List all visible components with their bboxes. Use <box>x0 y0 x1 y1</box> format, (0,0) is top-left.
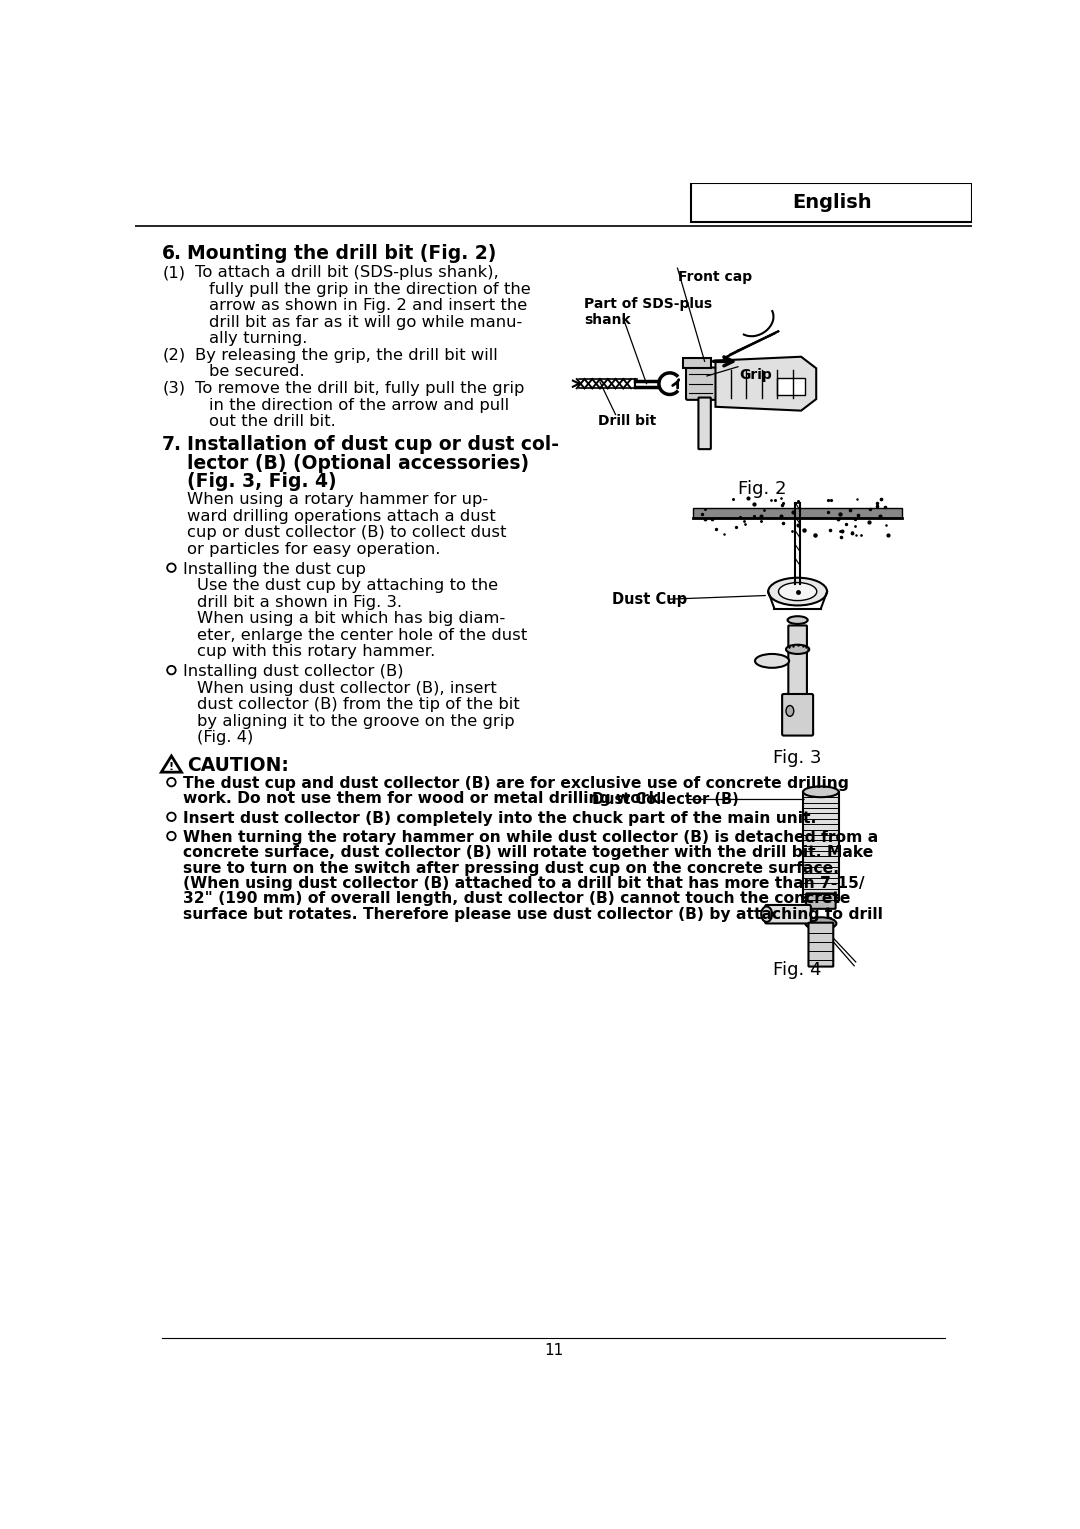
Text: shank: shank <box>584 313 631 327</box>
Text: To remove the drill bit, fully pull the grip: To remove the drill bit, fully pull the … <box>194 381 524 396</box>
Text: be secured.: be secured. <box>208 364 305 379</box>
Text: lector (B) (Optional accessories): lector (B) (Optional accessories) <box>187 454 529 472</box>
Text: (1): (1) <box>162 265 186 280</box>
Text: Part of SDS-plus: Part of SDS-plus <box>584 298 713 312</box>
Ellipse shape <box>786 705 794 716</box>
Text: Installing dust collector (B): Installing dust collector (B) <box>183 664 404 679</box>
Text: Front cap: Front cap <box>677 269 752 284</box>
Text: (2): (2) <box>162 349 186 362</box>
FancyBboxPatch shape <box>699 398 711 450</box>
Text: 32" (190 mm) of overall length, dust collector (B) cannot touch the concrete: 32" (190 mm) of overall length, dust col… <box>183 891 850 907</box>
Text: concrete surface, dust collector (B) will rotate together with the drill bit. Ma: concrete surface, dust collector (B) wil… <box>183 846 874 861</box>
Text: by aligning it to the groove on the grip: by aligning it to the groove on the grip <box>197 714 515 729</box>
Text: Fig. 4: Fig. 4 <box>773 962 822 979</box>
Text: (When using dust collector (B) attached to a drill bit that has more than 7-15/: (When using dust collector (B) attached … <box>183 876 865 891</box>
Bar <box>778 378 805 394</box>
Text: 11: 11 <box>544 1342 563 1358</box>
Text: 7.: 7. <box>162 436 183 454</box>
Text: ally turning.: ally turning. <box>208 332 307 347</box>
Text: cup with this rotary hammer.: cup with this rotary hammer. <box>197 644 435 659</box>
Ellipse shape <box>779 583 816 601</box>
FancyBboxPatch shape <box>809 922 834 966</box>
Text: When using a rotary hammer for up-: When using a rotary hammer for up- <box>187 492 488 508</box>
Text: CAUTION:: CAUTION: <box>187 755 288 775</box>
FancyBboxPatch shape <box>765 905 811 924</box>
Text: (Fig. 3, Fig. 4): (Fig. 3, Fig. 4) <box>187 472 337 491</box>
Text: Installation of dust cup or dust col-: Installation of dust cup or dust col- <box>187 436 559 454</box>
Ellipse shape <box>804 894 839 905</box>
FancyBboxPatch shape <box>782 694 813 735</box>
Text: Dust Cup: Dust Cup <box>611 592 687 607</box>
Text: dust collector (B) from the tip of the bit: dust collector (B) from the tip of the b… <box>197 697 519 713</box>
Text: Grip: Grip <box>740 368 772 382</box>
Bar <box>683 358 711 367</box>
Text: When using dust collector (B), insert: When using dust collector (B), insert <box>197 680 497 696</box>
Text: When turning the rotary hammer on while dust collector (B) is detached from a: When turning the rotary hammer on while … <box>183 830 878 846</box>
Text: Fig. 2: Fig. 2 <box>739 480 787 498</box>
FancyBboxPatch shape <box>686 367 716 401</box>
Ellipse shape <box>768 578 827 605</box>
Text: (3): (3) <box>162 381 186 396</box>
Text: Mounting the drill bit (Fig. 2): Mounting the drill bit (Fig. 2) <box>187 243 497 263</box>
Bar <box>691 183 972 222</box>
Text: The dust cup and dust collector (B) are for exclusive use of concrete drilling: The dust cup and dust collector (B) are … <box>183 777 849 790</box>
Bar <box>804 792 839 899</box>
Text: surface but rotates. Therefore please use dust collector (B) by attaching to dri: surface but rotates. Therefore please us… <box>183 907 883 922</box>
Bar <box>693 508 902 518</box>
Text: work. Do not use them for wood or metal drilling work.: work. Do not use them for wood or metal … <box>183 792 665 806</box>
Text: Use the dust cup by attaching to the: Use the dust cup by attaching to the <box>197 578 498 593</box>
Text: Fig. 3: Fig. 3 <box>773 749 822 768</box>
Polygon shape <box>715 356 816 411</box>
Text: fully pull the grip in the direction of the: fully pull the grip in the direction of … <box>208 281 530 297</box>
Text: (Fig. 4): (Fig. 4) <box>197 731 254 745</box>
FancyBboxPatch shape <box>806 893 836 908</box>
Ellipse shape <box>787 616 808 624</box>
Text: ward drilling operations attach a dust: ward drilling operations attach a dust <box>187 509 496 524</box>
Text: cup or dust collector (B) to collect dust: cup or dust collector (B) to collect dus… <box>187 526 507 540</box>
Text: drill bit a shown in Fig. 3.: drill bit a shown in Fig. 3. <box>197 595 402 610</box>
Ellipse shape <box>755 654 789 668</box>
Text: out the drill bit.: out the drill bit. <box>208 414 336 430</box>
Text: When using a bit which has big diam-: When using a bit which has big diam- <box>197 612 505 627</box>
Text: By releasing the grip, the drill bit will: By releasing the grip, the drill bit wil… <box>194 349 498 362</box>
Text: To attach a drill bit (SDS-plus shank),: To attach a drill bit (SDS-plus shank), <box>194 265 499 280</box>
Text: Dust Collector (B): Dust Collector (B) <box>592 792 739 807</box>
Ellipse shape <box>761 907 772 922</box>
Ellipse shape <box>786 645 809 654</box>
Text: drill bit as far as it will go while manu-: drill bit as far as it will go while man… <box>208 315 522 330</box>
Text: in the direction of the arrow and pull: in the direction of the arrow and pull <box>208 398 509 413</box>
Text: sure to turn on the switch after pressing dust cup on the concrete surface.: sure to turn on the switch after pressin… <box>183 861 839 876</box>
Text: Drill bit: Drill bit <box>598 414 657 428</box>
Text: or particles for easy operation.: or particles for easy operation. <box>187 541 441 557</box>
Text: eter, enlarge the center hole of the dust: eter, enlarge the center hole of the dus… <box>197 628 527 642</box>
Text: Installing the dust cup: Installing the dust cup <box>183 561 366 576</box>
Ellipse shape <box>806 917 836 930</box>
Text: Insert dust collector (B) completely into the chuck part of the main unit.: Insert dust collector (B) completely int… <box>183 810 816 826</box>
Text: English: English <box>792 193 872 213</box>
FancyBboxPatch shape <box>788 625 807 696</box>
Text: 6.: 6. <box>162 243 183 263</box>
Ellipse shape <box>804 786 839 797</box>
Text: arrow as shown in Fig. 2 and insert the: arrow as shown in Fig. 2 and insert the <box>208 298 527 313</box>
Text: !: ! <box>168 761 174 772</box>
